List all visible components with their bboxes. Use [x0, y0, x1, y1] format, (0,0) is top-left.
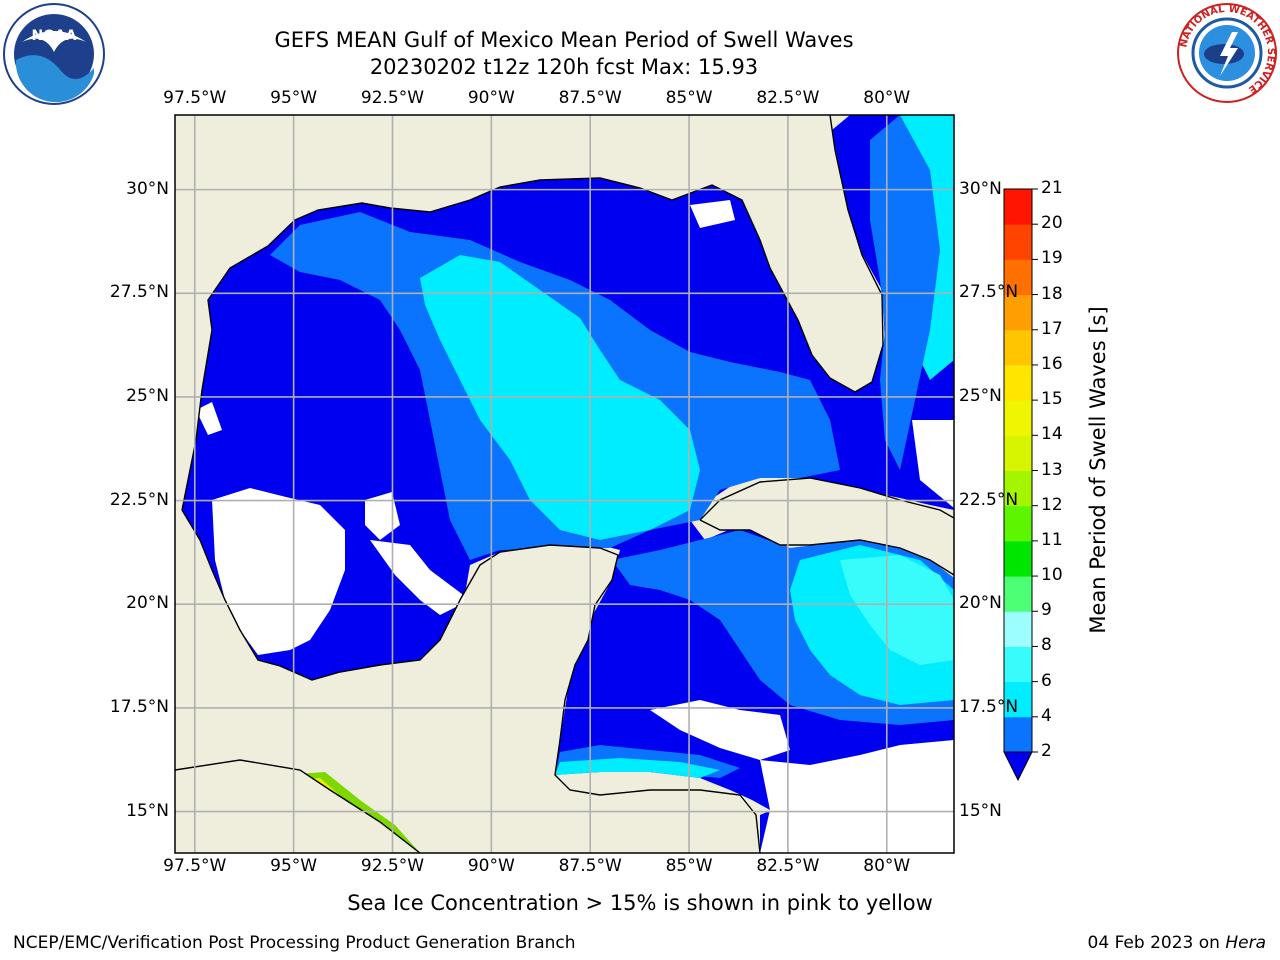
colorbar-segment	[1004, 364, 1032, 401]
latitude-label: 15°N	[959, 800, 1002, 821]
map-frame	[174, 114, 955, 854]
land-masses	[175, 115, 954, 853]
longitude-label: 95°W	[270, 88, 318, 108]
colorbar	[1003, 188, 1038, 782]
no-data-area-northwest	[196, 402, 222, 435]
colorbar-segment	[1004, 716, 1032, 753]
colorbar-tick-label: 12	[1041, 494, 1063, 515]
no-data-area-northeast	[690, 200, 735, 228]
colorbar-segment	[1004, 224, 1032, 260]
colorbar-segment	[1004, 400, 1032, 436]
footer-date-text: 04 Feb 2023 on	[1087, 933, 1226, 953]
footer-date: 04 Feb 2023 on Hera	[1088, 933, 1266, 953]
colorbar-tick-label: 9	[1041, 600, 1052, 621]
colorbar-under-triangle	[1003, 751, 1033, 782]
cuba-coastline	[699, 477, 954, 576]
latitude-label: 20°N	[126, 593, 169, 614]
colorbar-tick-label: 19	[1041, 248, 1063, 269]
swell-level-4-caribbean-region	[840, 555, 954, 665]
colorbar-segment	[1004, 540, 1032, 577]
pacific-coastline	[175, 759, 421, 853]
no-data-area-bay	[370, 540, 470, 615]
latitude-label: 15°N	[126, 800, 169, 821]
latitude-label: 25°N	[126, 385, 169, 406]
colorbar-label: Mean Period of Swell Waves [s]	[1086, 306, 1110, 634]
latitude-label: 22.5°N	[109, 489, 169, 510]
longitude-label: 97.5°W	[163, 88, 227, 108]
colorbar-tick-label: 17	[1041, 318, 1063, 339]
colorbar-segment	[1004, 259, 1032, 296]
longitude-label: 90°W	[467, 856, 515, 876]
latitude-label: 20°N	[959, 593, 1002, 614]
longitude-label: 87.5°W	[558, 856, 622, 876]
longitude-label: 87.5°W	[558, 88, 622, 108]
colorbar-segment	[1004, 681, 1032, 718]
colorbar-tick-label: 16	[1041, 353, 1063, 374]
swell-period-field	[175, 115, 954, 853]
swell-level-3-yucatan-region	[555, 758, 720, 778]
latitude-label: 27.5°N	[109, 282, 169, 303]
colorbar-tick-label: 11	[1041, 529, 1063, 550]
longitude-label: 85°W	[665, 88, 713, 108]
longitude-label: 80°W	[863, 856, 911, 876]
colorbar-tick-label: 20	[1041, 213, 1063, 234]
longitude-label: 80°W	[863, 88, 911, 108]
colorbar-tick-label: 14	[1041, 424, 1063, 445]
longitude-label: 85°W	[665, 856, 713, 876]
colorbar-tick-label: 18	[1041, 283, 1063, 304]
latitude-label: 25°N	[959, 385, 1002, 406]
nws-logo-icon: NATIONAL WEATHER SERVICE	[1177, 3, 1277, 103]
colorbar-tick-label: 6	[1041, 670, 1052, 691]
colorbar-segment	[1004, 611, 1032, 647]
colorbar-segment	[1004, 294, 1032, 331]
latitude-label: 30°N	[126, 178, 169, 199]
cuba-land	[700, 478, 954, 575]
florida-land	[175, 115, 883, 512]
colorbar-tick-label: 15	[1041, 389, 1063, 410]
colorbar-tick-label: 2	[1041, 741, 1052, 761]
noaa-logo-icon: NOAA	[3, 3, 105, 105]
latitude-label: 27.5°N	[959, 282, 1019, 303]
colorbar-tick-label: 4	[1041, 705, 1052, 726]
no-data-area-keys	[912, 420, 954, 508]
colorbar-segment	[1004, 505, 1032, 542]
colorbar-tick-label: 8	[1041, 635, 1052, 656]
latitude-label: 30°N	[959, 178, 1002, 199]
mexico-coastline	[181, 509, 761, 853]
no-data-area-west	[212, 488, 345, 655]
longitude-label: 92.5°W	[360, 88, 425, 108]
longitude-label: 82.5°W	[756, 88, 820, 108]
latitude-label: 17.5°N	[109, 696, 169, 717]
no-data-area-central	[365, 492, 400, 540]
latitude-label: 22.5°N	[959, 489, 1019, 510]
gulf-coastline	[181, 115, 884, 511]
footer-host: Hera	[1225, 933, 1266, 953]
yucatan-land	[175, 545, 760, 853]
chart-subtitle: 20230202 t12z 120h fcst Max: 15.93	[369, 55, 759, 79]
colorbar-segment	[1004, 435, 1032, 471]
chart-title: GEFS MEAN Gulf of Mexico Mean Period of …	[274, 28, 854, 52]
no-data-area-south	[650, 700, 790, 760]
colorbar-tick-label: 13	[1041, 459, 1063, 480]
longitude-label: 92.5°W	[360, 856, 425, 876]
no-data-area-caribbean	[760, 740, 954, 853]
longitude-label: 95°W	[270, 856, 318, 876]
colorbar-tick-label: 21	[1041, 178, 1063, 198]
longitude-label: 97.5°W	[163, 856, 227, 876]
colorbar-segment	[1004, 329, 1032, 366]
colorbar-segment	[1004, 576, 1032, 612]
sea-ice-note: Sea Ice Concentration > 15% is shown in …	[347, 891, 933, 915]
colorbar-segment	[1004, 470, 1032, 507]
longitude-label: 90°W	[467, 88, 515, 108]
noaa-logo-text: NOAA	[32, 28, 77, 44]
colorbar-segment	[1004, 646, 1032, 683]
latitude-label: 17.5°N	[959, 696, 1019, 717]
graticule	[175, 115, 954, 853]
colorbar-tick-label: 10	[1041, 565, 1063, 586]
coastline-lines	[175, 115, 954, 853]
footer-credit: NCEP/EMC/Verification Post Processing Pr…	[13, 933, 576, 953]
colorbar-segment	[1004, 189, 1032, 225]
longitude-label: 82.5°W	[756, 856, 820, 876]
